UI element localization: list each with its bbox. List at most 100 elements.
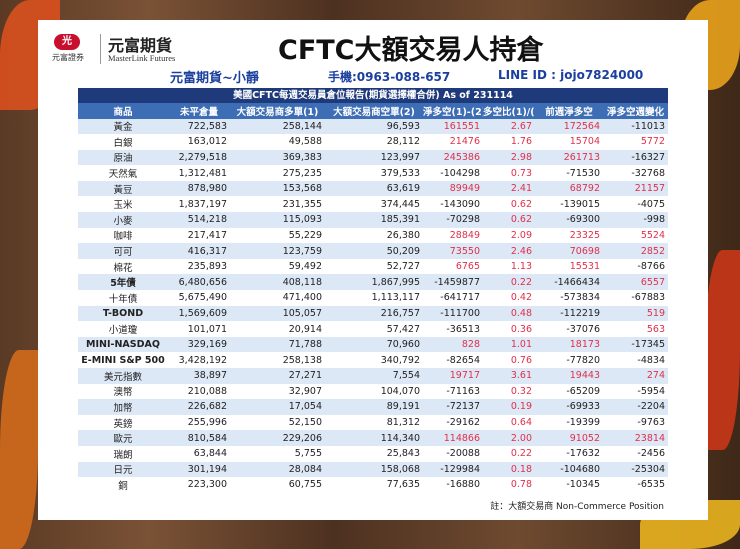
cell: 68792: [569, 183, 600, 195]
cell: -112219: [560, 307, 600, 319]
cell: -6535: [637, 479, 665, 491]
cell: 2.46: [510, 245, 532, 257]
commodity: 白銀: [113, 137, 133, 149]
cell: -104680: [560, 463, 600, 475]
table-row: MINI-NASDAQ 329,169 71,788 70,960 828 1.01 181…: [78, 336, 668, 353]
cell: 0.73: [510, 167, 532, 179]
cell: 7,554: [392, 370, 420, 382]
cell: 15531: [569, 261, 600, 273]
commodity: 小麥: [113, 215, 133, 227]
cell: 50,209: [386, 245, 420, 257]
table-row: 加幣 226,682 17,054 89,191 -72137 0.19 -69933 -22…: [78, 399, 668, 415]
cell: -641717: [440, 292, 480, 304]
cell: 3,428,192: [178, 354, 227, 366]
cell: 1,312,481: [178, 167, 227, 179]
cell: 70698: [569, 245, 600, 257]
cell: 91052: [569, 432, 600, 444]
cell: 2.98: [510, 151, 532, 163]
commodity: 瑞朗: [113, 449, 133, 461]
cell: 158,068: [380, 463, 420, 475]
cell: 226,682: [187, 401, 227, 413]
cell: 17,054: [288, 401, 322, 413]
cell: 161551: [443, 120, 480, 132]
cell: 0.48: [510, 307, 532, 319]
cell: 0.62: [510, 214, 532, 226]
cell: 6,480,656: [178, 276, 227, 288]
cell: -71530: [566, 167, 600, 179]
table-row: 英鎊 255,996 52,150 81,312 -29162 0.64 -19399 -97…: [78, 414, 668, 431]
cell: 1.01: [510, 339, 532, 351]
table-caption: 美國CFTC每週交易員倉位報告(期貨選擇權合併) As of 231114: [78, 88, 668, 103]
cell: -2456: [637, 448, 665, 460]
table-row: 原油 2,279,518 369,383 123,997 245386 2.98 26171…: [78, 149, 668, 166]
cell: 0.19: [510, 401, 532, 413]
column-header: 多空比(1)/(2): [483, 106, 535, 118]
logo-name: 元富期貨: [108, 36, 173, 55]
table-row: 日元 301,194 28,084 158,068 -129984 0.18 -104680…: [78, 461, 668, 478]
cell: -11013: [631, 120, 665, 132]
cell: -5954: [637, 385, 665, 397]
cell: 114,340: [380, 432, 420, 444]
cell: 216,757: [380, 307, 420, 319]
cell: -71163: [446, 385, 480, 397]
cell: 0.42: [510, 292, 532, 304]
table-row: 天然氣 1,312,481 275,235 379,533 -104298 0.73 -71…: [78, 165, 668, 181]
cell: 28,084: [288, 463, 322, 475]
cell: 1,569,609: [178, 307, 227, 319]
cell: 379,533: [380, 167, 420, 179]
cell: 329,169: [187, 339, 227, 351]
cell: 52,727: [386, 261, 420, 273]
cell: 123,759: [282, 245, 322, 257]
commodity: 英鎊: [113, 418, 133, 430]
cell: -4834: [637, 354, 665, 366]
cell: 57,427: [386, 323, 420, 335]
table-row: 澳幣 210,088 32,907 104,070 -71163 0.32 -65209 -5…: [78, 383, 668, 400]
cell: -25304: [631, 463, 665, 475]
cell: 23814: [634, 432, 665, 444]
cell: 172564: [563, 120, 600, 132]
cell: 77,635: [386, 479, 420, 491]
table-row: T-BOND 1,569,609 105,057 216,757 -111700 0.48…: [78, 305, 668, 322]
cell: -573834: [560, 292, 600, 304]
cell: 810,584: [187, 432, 227, 444]
cell: 153,568: [282, 183, 322, 195]
logo-badge: 元富證券: [52, 53, 84, 62]
commodity: 棉花: [113, 262, 133, 274]
table-row: E-MINI S&P 500 3,428,192 258,138 340,792 -82…: [78, 352, 668, 368]
cell: -82654: [446, 354, 480, 366]
cell: 374,445: [380, 198, 420, 210]
cell: 1,837,197: [178, 198, 227, 210]
cell: 255,996: [187, 417, 227, 429]
cell: -16327: [631, 151, 665, 163]
table-row: 棉花 235,893 59,492 52,727 6765 1.13 15531 -8766: [78, 258, 668, 275]
commodity: 黃金: [113, 122, 133, 134]
cell: 5524: [640, 229, 665, 241]
cell: 416,317: [187, 245, 227, 257]
cell: 23325: [569, 229, 600, 241]
column-header: 大額交易商多單(1): [236, 106, 319, 118]
table-row: 小道瓊 101,071 20,914 57,427 -36513 0.36 -37076 56…: [78, 321, 668, 337]
cell: 0.22: [510, 276, 532, 288]
cell: -139015: [560, 198, 600, 210]
cell: 231,355: [282, 198, 322, 210]
cell: 96,593: [386, 120, 420, 132]
column-header: 商品: [113, 106, 133, 118]
cell: 0.76: [510, 354, 532, 366]
cell: 0.62: [510, 198, 532, 210]
cell: 2,279,518: [178, 151, 227, 163]
column-header: 淨多空(1)-(2): [423, 106, 483, 118]
commodity: 小道瓊: [108, 325, 138, 337]
cell: 28,112: [386, 136, 420, 148]
cell: 6765: [455, 261, 480, 273]
table-row: 咖啡 217,417 55,229 26,380 28849 2.09 23325 5524: [78, 227, 668, 244]
commodity: 原油: [113, 153, 133, 165]
commodity: E-MINI S&P 500: [81, 354, 165, 366]
table-row: 白銀 163,012 49,588 28,112 21476 1.76 15704 5772: [78, 134, 668, 150]
cell: 1,113,117: [371, 292, 420, 304]
cell: -36513: [446, 323, 480, 335]
cell: -143090: [440, 198, 480, 210]
cell: -19399: [566, 417, 600, 429]
cell: -69933: [566, 401, 600, 413]
table-row: 歐元 810,584 229,206 114,340 114866 2.00 91052 23…: [78, 430, 668, 446]
